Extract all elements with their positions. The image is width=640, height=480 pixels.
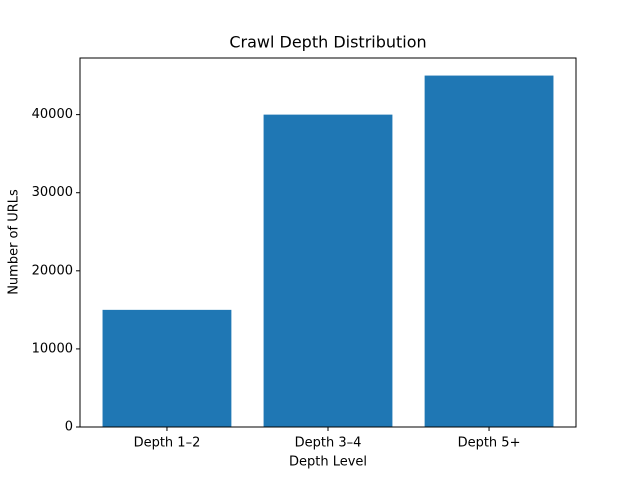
bar — [102, 309, 232, 427]
chart-title: Crawl Depth Distribution — [229, 33, 426, 52]
plot-frame — [79, 57, 577, 428]
y-tick-label: 10000 — [32, 341, 73, 356]
y-axis-label: Number of URLs — [7, 189, 22, 295]
x-axis-label: Depth Level — [289, 455, 367, 470]
x-tick-label: Depth 1–2 — [134, 436, 201, 451]
bar — [424, 75, 554, 428]
y-tick-label: 0 — [65, 420, 73, 435]
y-tick-label: 30000 — [32, 185, 73, 200]
y-tick-label: 40000 — [32, 107, 73, 122]
x-tick-label: Depth 3–4 — [295, 436, 362, 451]
x-tick-label: Depth 5+ — [458, 436, 521, 451]
bar — [263, 114, 393, 427]
y-tick-label: 20000 — [32, 263, 73, 278]
